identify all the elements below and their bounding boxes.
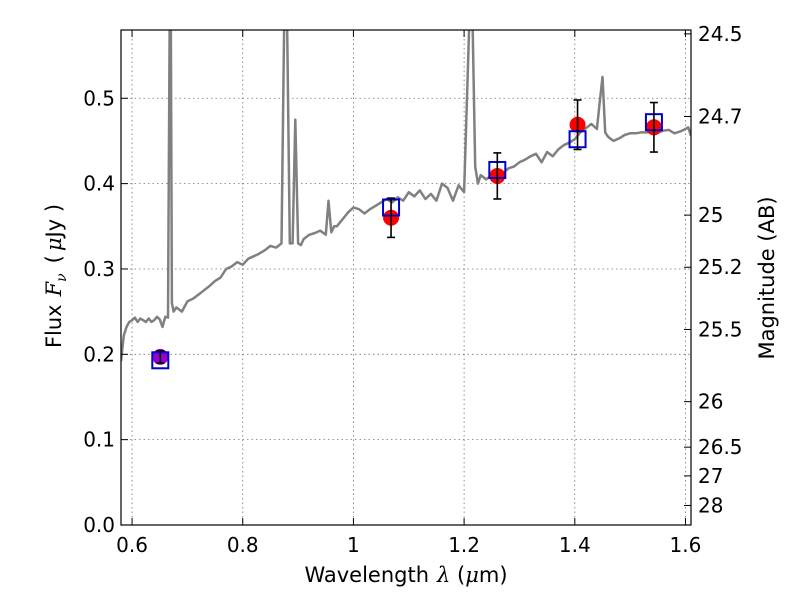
plot-area [121,30,691,370]
x-axis-label-text: Wavelength [304,563,429,587]
y-axis-label-unit-mu: μ [42,237,66,251]
error-bar [493,152,502,200]
y2-tick-label: 28 [698,493,723,517]
x-tick-label: 0.8 [227,533,259,557]
error-bar [573,99,582,151]
y2-tick-label: 26.5 [698,435,743,459]
plot-frame [120,29,692,526]
axis-ticks: 0.6 0.8 1 1.2 1.4 1.6 0.0 0.1 0.2 0.3 0.4 0.5 24.5 24… [83,22,742,557]
x-tick-label: 0.6 [116,533,148,557]
y-axis-label-unit-rest: Jy ) [42,204,66,240]
y2-tick-label: 26 [698,390,723,414]
error-bar [387,197,396,239]
x-tick-label: 1.2 [448,533,480,557]
y-axis-label-text: Flux [42,304,66,348]
y-tick-label: 0.0 [83,513,115,537]
y2-tick-label: 27 [698,464,723,488]
error-bar [649,101,658,153]
y2-tick-label: 25.5 [698,317,743,341]
x-axis-label-unit-open: ( [450,563,465,587]
grid [121,30,691,525]
y-tick-label: 0.5 [83,86,115,110]
y-axis-label-symbol: F [42,280,66,297]
x-tick-label: 1 [347,533,360,557]
x-axis-label: Wavelength λ (μm) [304,563,507,587]
x-axis-label-unit-rest: m) [479,563,508,587]
y-axis-label-unit-open: ( [42,255,66,263]
y2-tick-label: 24.5 [698,22,743,46]
y-tick-label: 0.4 [83,172,115,196]
x-axis-label-symbol: λ [436,563,450,587]
y-axis-label-subscript: ν [54,273,70,282]
y-axis-label: Flux Fν ( μJy ) [42,204,70,348]
x-tick-label: 1.6 [670,533,702,557]
y-tick-label: 0.3 [83,257,115,281]
error-bar [156,350,165,364]
y-tick-label: 0.1 [83,428,115,452]
y-tick-label: 0.2 [83,342,115,366]
x-axis-label-unit-mu: μ [465,563,479,587]
x-tick-label: 1.4 [559,533,591,557]
y2-tick-label: 25.2 [698,255,743,279]
model-spectrum-line [121,30,691,362]
y2-tick-label: 25 [698,203,723,227]
y2-axis-label: Magnitude (AB) [755,196,779,359]
y2-tick-label: 24.7 [698,104,743,128]
